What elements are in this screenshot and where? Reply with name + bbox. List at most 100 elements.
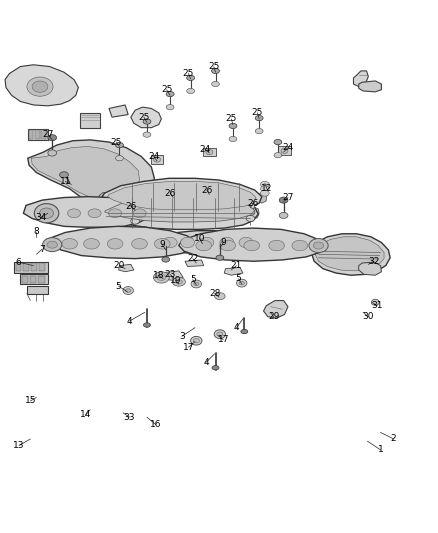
Text: 9: 9: [159, 240, 165, 249]
Polygon shape: [315, 237, 384, 271]
Text: 5: 5: [116, 281, 121, 290]
Polygon shape: [46, 227, 195, 259]
Text: 4: 4: [233, 323, 239, 332]
Ellipse shape: [212, 82, 219, 87]
Polygon shape: [252, 207, 259, 220]
Ellipse shape: [131, 212, 140, 218]
Text: 25: 25: [252, 108, 263, 117]
Ellipse shape: [194, 282, 199, 286]
Polygon shape: [359, 81, 381, 92]
Polygon shape: [159, 271, 183, 280]
Ellipse shape: [261, 190, 269, 196]
Bar: [41, 130, 46, 139]
Text: 19: 19: [170, 276, 181, 285]
Polygon shape: [20, 274, 48, 284]
Bar: [15, 263, 21, 271]
Ellipse shape: [217, 332, 223, 336]
Ellipse shape: [239, 281, 244, 285]
Ellipse shape: [123, 287, 134, 294]
Polygon shape: [109, 105, 128, 117]
Ellipse shape: [229, 123, 237, 128]
Ellipse shape: [84, 239, 99, 249]
Ellipse shape: [144, 323, 150, 327]
Ellipse shape: [88, 209, 101, 217]
Ellipse shape: [47, 241, 57, 248]
Ellipse shape: [261, 181, 269, 188]
Ellipse shape: [34, 204, 59, 223]
Ellipse shape: [215, 293, 225, 300]
Text: 28: 28: [209, 289, 220, 298]
Ellipse shape: [191, 280, 201, 288]
Text: 13: 13: [13, 441, 25, 450]
Text: 25: 25: [183, 69, 194, 78]
Polygon shape: [102, 179, 262, 212]
Text: 18: 18: [153, 271, 165, 280]
Ellipse shape: [255, 128, 263, 134]
Text: 14: 14: [80, 410, 92, 419]
Polygon shape: [100, 209, 106, 216]
Text: 17: 17: [183, 343, 194, 352]
Ellipse shape: [60, 172, 68, 178]
Ellipse shape: [162, 257, 170, 262]
Ellipse shape: [131, 218, 140, 224]
Text: 25: 25: [111, 138, 122, 147]
Text: 9: 9: [220, 238, 226, 247]
Text: 15: 15: [25, 397, 36, 406]
Bar: [21, 276, 28, 282]
Text: 20: 20: [114, 261, 125, 270]
Ellipse shape: [116, 142, 124, 148]
Polygon shape: [203, 148, 215, 157]
Text: 25: 25: [161, 85, 172, 94]
Ellipse shape: [205, 196, 214, 203]
Polygon shape: [131, 107, 161, 128]
Polygon shape: [108, 181, 256, 210]
Polygon shape: [99, 192, 110, 202]
Ellipse shape: [131, 206, 140, 212]
Ellipse shape: [191, 336, 202, 345]
Ellipse shape: [48, 150, 57, 156]
Text: 26: 26: [125, 202, 137, 211]
Ellipse shape: [216, 255, 224, 261]
Ellipse shape: [107, 239, 123, 249]
Polygon shape: [28, 140, 154, 205]
Text: 2: 2: [391, 434, 396, 443]
Text: 25: 25: [208, 62, 219, 71]
Text: 21: 21: [231, 261, 242, 270]
Ellipse shape: [229, 136, 237, 142]
Text: 32: 32: [368, 257, 380, 266]
Text: 25: 25: [138, 112, 150, 122]
Text: 4: 4: [203, 358, 209, 367]
Ellipse shape: [309, 239, 328, 253]
Ellipse shape: [274, 140, 282, 144]
Ellipse shape: [246, 209, 255, 215]
Ellipse shape: [175, 280, 182, 284]
Text: 7: 7: [39, 245, 45, 254]
Ellipse shape: [153, 157, 160, 162]
Bar: [38, 276, 45, 282]
Polygon shape: [105, 197, 255, 222]
Text: 24: 24: [283, 143, 293, 152]
Ellipse shape: [109, 209, 122, 217]
Ellipse shape: [281, 148, 288, 154]
Text: 3: 3: [179, 332, 185, 341]
Polygon shape: [80, 113, 100, 128]
Text: 4: 4: [127, 317, 132, 326]
Ellipse shape: [157, 274, 166, 280]
Polygon shape: [23, 197, 149, 227]
Ellipse shape: [237, 279, 247, 287]
Text: 11: 11: [60, 177, 71, 186]
Ellipse shape: [163, 237, 177, 248]
Ellipse shape: [166, 92, 174, 96]
Ellipse shape: [169, 206, 177, 212]
Polygon shape: [353, 71, 368, 87]
Ellipse shape: [212, 68, 219, 74]
Ellipse shape: [172, 277, 185, 286]
Ellipse shape: [371, 299, 379, 305]
Text: 16: 16: [150, 420, 162, 429]
Ellipse shape: [244, 240, 260, 251]
Polygon shape: [279, 147, 290, 155]
Ellipse shape: [132, 239, 148, 249]
Ellipse shape: [166, 104, 174, 110]
Ellipse shape: [206, 149, 213, 155]
Ellipse shape: [48, 135, 57, 141]
